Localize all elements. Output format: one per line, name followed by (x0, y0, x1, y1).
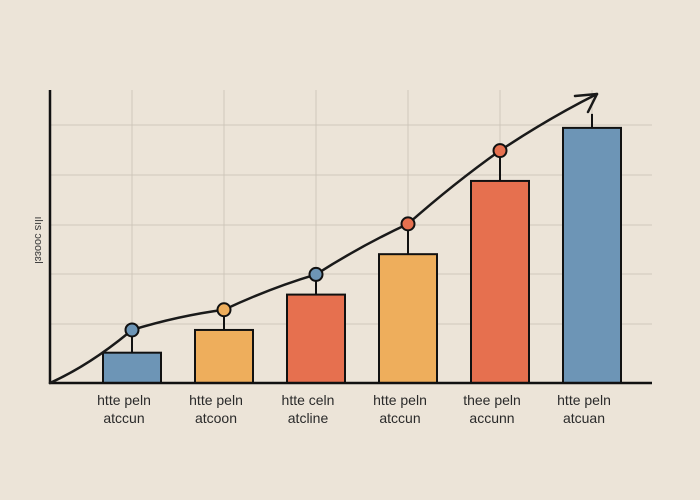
x-tick-labels: htte peln atccun htte peln atcoon htte celn a… (97, 392, 611, 426)
bar (470, 179, 530, 384)
x-tick-label: htte peln (557, 392, 611, 408)
x-tick-label: atcuan (563, 410, 605, 426)
axes (48, 90, 652, 385)
grid (50, 90, 652, 383)
x-tick-label: htte peln (373, 392, 427, 408)
arrow-head-icon (573, 92, 599, 114)
bars (102, 126, 622, 385)
trend-line-group (48, 92, 599, 385)
bar (562, 126, 622, 385)
y-axis-label: ılıs ɔooɛɛl (32, 216, 44, 263)
bar (286, 293, 346, 384)
x-tick-label: accunn (469, 410, 514, 426)
bar (194, 328, 254, 385)
trend-marker (492, 143, 508, 159)
x-tick-label: htte peln (189, 392, 243, 408)
trend-marker (124, 322, 140, 338)
x-tick-label: atccun (103, 410, 144, 426)
x-tick-label: htte peln (97, 392, 151, 408)
x-tick-label: htte celn (282, 392, 335, 408)
x-tick-label: thee peln (463, 392, 521, 408)
x-tick-label: atcline (288, 410, 329, 426)
trend-marker (216, 302, 232, 318)
bar (378, 253, 438, 384)
bar (102, 351, 162, 385)
trend-marker (308, 266, 324, 282)
x-tick-label: atccun (379, 410, 420, 426)
x-tick-label: atcoon (195, 410, 237, 426)
trend-marker (400, 216, 416, 232)
